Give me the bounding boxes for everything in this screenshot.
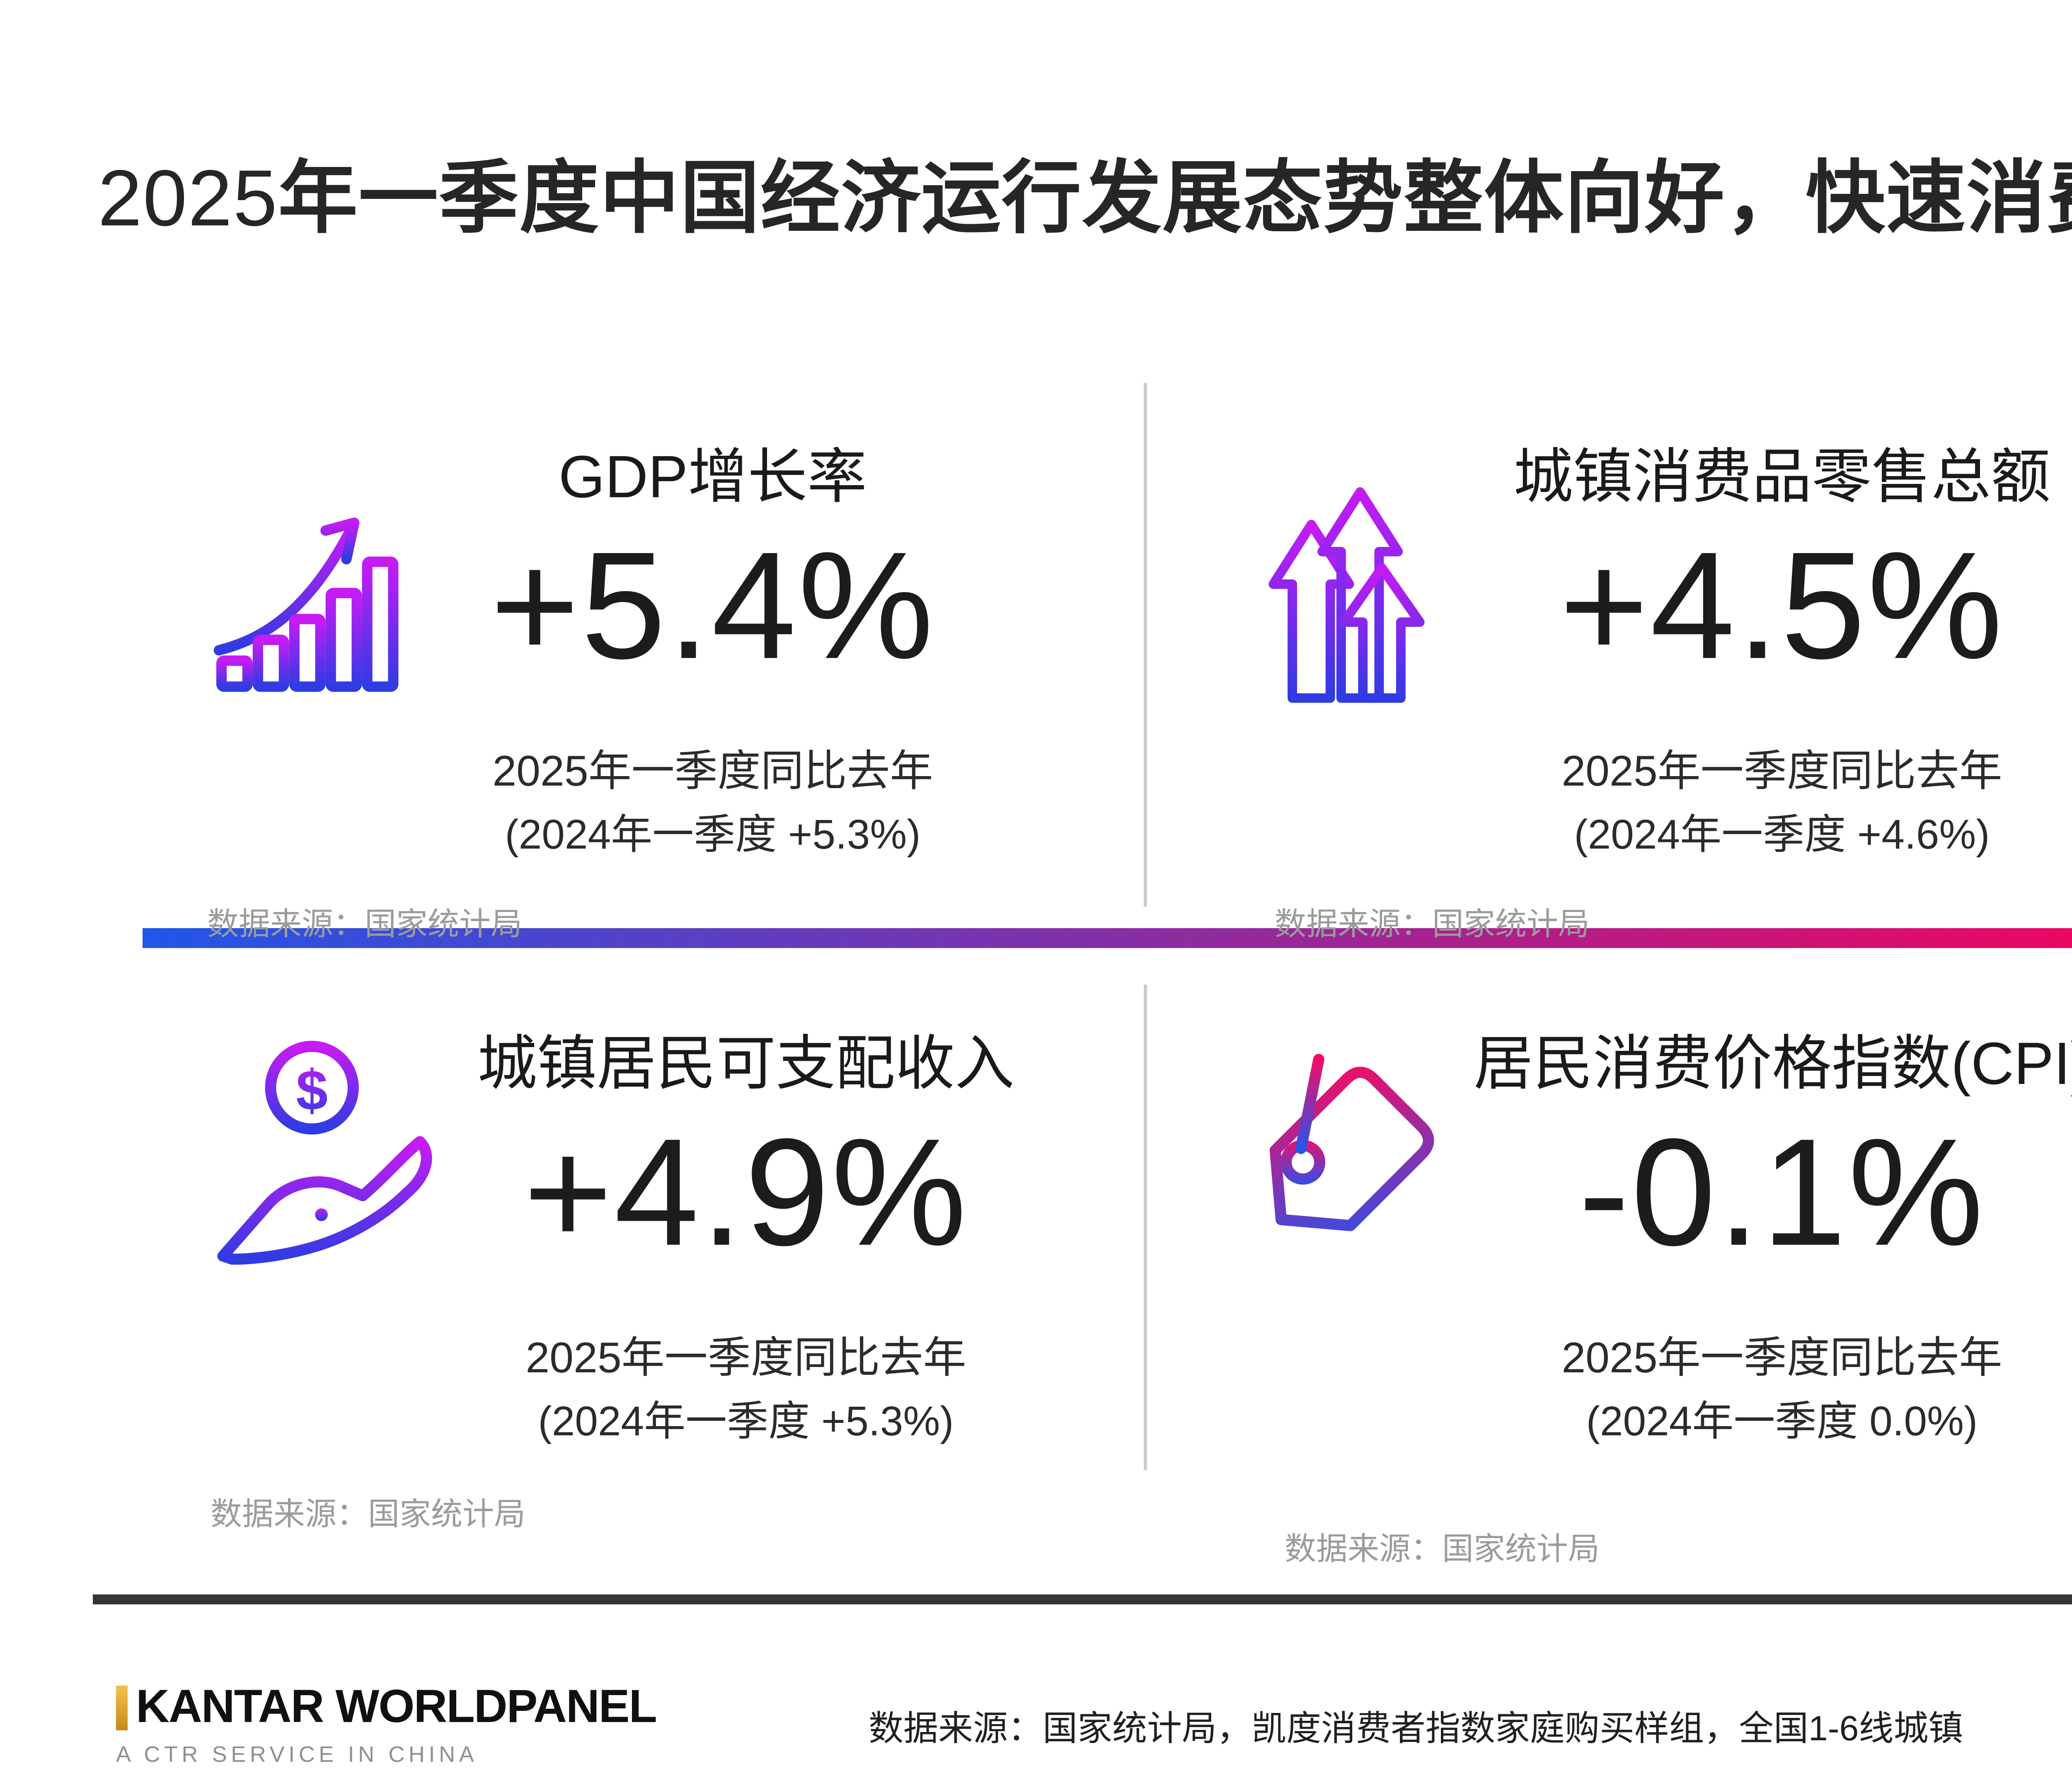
stat-value: +4.9% xyxy=(523,1109,968,1278)
growth-chart-icon xyxy=(194,489,426,713)
gradient-arrow-bar xyxy=(143,928,2072,948)
stat-prior: (2024年一季度 +5.3%) xyxy=(538,1399,954,1445)
title-headline: 年一季度中国经济运行发展态势整体向好，快速消费品市场增速回暖。 xyxy=(278,156,2072,244)
logo-tagline: A CTR SERVICE IN CHINA xyxy=(116,1742,478,1767)
footer-divider xyxy=(93,1594,2072,1604)
kantar-worldpanel-logo: KANTAR WORLDPANEL A CTR SERVICE IN CHINA xyxy=(116,1681,657,1767)
stat-source: 数据来源：国家统计局 xyxy=(1285,1533,1600,1568)
stat-prior: (2024年一季度 +4.6%) xyxy=(1574,812,1990,859)
page-title: 2025年一季度中国经济运行发展态势整体向好，快速消费品市场增速回暖。 xyxy=(98,133,2072,249)
rising-arrows-icon xyxy=(1260,481,1439,709)
coin-hand-icon: $ xyxy=(204,1033,433,1276)
stat-prior: (2024年一季度 0.0%) xyxy=(1586,1399,1978,1445)
stat-value: +4.5% xyxy=(1559,522,2004,691)
stat-card-retail: 城镇消费品零售总额 +4.5% 2025年一季度同比去年 (2024年一季度 +… xyxy=(1459,443,2072,859)
price-tag-icon xyxy=(1227,1041,1450,1265)
stat-value: +5.4% xyxy=(490,522,935,691)
gradient-arrow xyxy=(143,917,2072,960)
stat-value: -0.1% xyxy=(1578,1109,1985,1278)
stat-label: 居民消费价格指数(CPI) xyxy=(1474,1029,2072,1097)
stat-card-cpi: 居民消费价格指数(CPI) -0.1% 2025年一季度同比去年 (2024年一… xyxy=(1459,1029,2072,1445)
footer-source: 数据来源：国家统计局，凯度消费者指数家庭购买样组，全国1-6线城镇 xyxy=(869,1710,1963,1749)
stat-card-income: 城镇居民可支配收入 +4.9% 2025年一季度同比去年 (2024年一季度 +… xyxy=(464,1029,1028,1445)
stat-source: 数据来源：国家统计局 xyxy=(207,908,523,943)
stat-prior: (2024年一季度 +5.3%) xyxy=(505,812,921,859)
stat-source: 数据来源：国家统计局 xyxy=(211,1498,526,1533)
stat-label: 城镇居民可支配收入 xyxy=(477,1029,1014,1097)
divider-vertical-center-bottom xyxy=(1144,984,1147,1470)
logo-wordmark: KANTAR WORLDPANEL xyxy=(136,1681,657,1732)
divider-vertical-center-top xyxy=(1144,383,1147,907)
svg-text:$: $ xyxy=(296,1059,328,1122)
stat-card-gdp: GDP增长率 +5.4% 2025年一季度同比去年 (2024年一季度 +5.3… xyxy=(464,443,961,859)
stat-period: 2025年一季度同比去年 xyxy=(525,1333,966,1382)
stat-period: 2025年一季度同比去年 xyxy=(1561,1333,2002,1382)
logo-gold-bar-icon xyxy=(116,1685,128,1730)
stat-period: 2025年一季度同比去年 xyxy=(492,746,933,796)
stat-period: 2025年一季度同比去年 xyxy=(1561,746,2002,796)
stat-label: GDP增长率 xyxy=(558,443,867,510)
stat-source: 数据来源：国家统计局 xyxy=(1275,908,1590,943)
stat-label: 城镇消费品零售总额 xyxy=(1513,443,2050,510)
title-year: 2025 xyxy=(98,156,278,244)
